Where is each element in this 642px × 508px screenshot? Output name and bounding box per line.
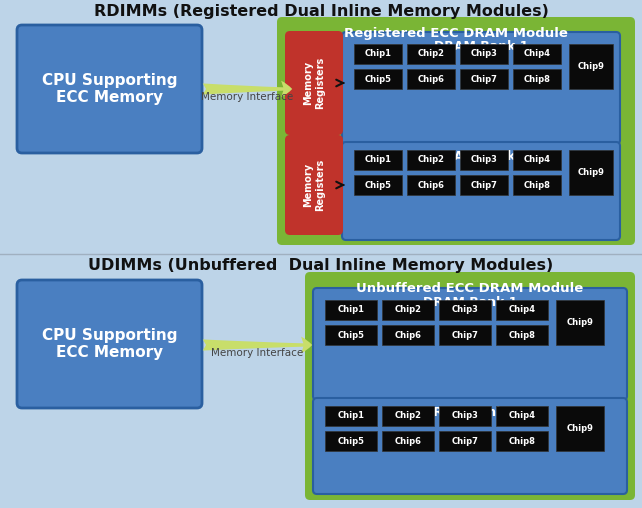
Bar bbox=[439, 431, 491, 451]
Text: Chip7: Chip7 bbox=[471, 75, 498, 83]
Text: UDIMMs (Unbuffered  Dual Inline Memory Modules): UDIMMs (Unbuffered Dual Inline Memory Mo… bbox=[89, 258, 553, 273]
Text: Chip6: Chip6 bbox=[417, 75, 444, 83]
Text: Chip1: Chip1 bbox=[338, 411, 365, 421]
Bar bbox=[407, 69, 455, 89]
Text: Chip5: Chip5 bbox=[365, 75, 392, 83]
Text: Chip9: Chip9 bbox=[566, 424, 593, 433]
Bar bbox=[496, 325, 548, 345]
Text: Memory Interface: Memory Interface bbox=[211, 348, 303, 358]
Text: Memory
Registers: Memory Registers bbox=[303, 57, 325, 109]
Text: Chip1: Chip1 bbox=[338, 305, 365, 314]
Text: Chip3: Chip3 bbox=[451, 411, 478, 421]
Bar bbox=[569, 150, 613, 195]
Text: Chip9: Chip9 bbox=[566, 318, 593, 327]
Bar bbox=[382, 406, 434, 426]
Text: Chip7: Chip7 bbox=[451, 436, 478, 446]
Text: Chip6: Chip6 bbox=[417, 180, 444, 189]
Bar bbox=[325, 406, 377, 426]
Bar bbox=[354, 44, 402, 64]
Text: DRAM Bank 1: DRAM Bank 1 bbox=[434, 40, 528, 53]
Text: Chip3: Chip3 bbox=[471, 155, 498, 165]
Text: CPU Supporting
ECC Memory: CPU Supporting ECC Memory bbox=[42, 73, 177, 105]
Text: Chip2: Chip2 bbox=[394, 305, 422, 314]
FancyBboxPatch shape bbox=[342, 142, 620, 240]
Text: DRAM Bank 2: DRAM Bank 2 bbox=[422, 406, 517, 419]
Bar bbox=[496, 300, 548, 320]
Bar bbox=[325, 300, 377, 320]
Bar bbox=[496, 431, 548, 451]
Bar bbox=[325, 431, 377, 451]
Bar bbox=[439, 406, 491, 426]
Bar bbox=[439, 325, 491, 345]
Bar bbox=[513, 150, 561, 170]
Text: Chip2: Chip2 bbox=[417, 155, 444, 165]
Bar bbox=[407, 175, 455, 195]
Bar bbox=[556, 300, 604, 345]
FancyBboxPatch shape bbox=[342, 32, 620, 144]
Bar bbox=[325, 325, 377, 345]
Bar bbox=[354, 150, 402, 170]
Bar bbox=[460, 175, 508, 195]
FancyBboxPatch shape bbox=[285, 31, 343, 135]
Text: RDIMMs (Registered Dual Inline Memory Modules): RDIMMs (Registered Dual Inline Memory Mo… bbox=[94, 4, 548, 19]
Text: Chip2: Chip2 bbox=[417, 49, 444, 58]
FancyBboxPatch shape bbox=[305, 272, 635, 500]
Bar bbox=[407, 44, 455, 64]
Bar bbox=[513, 69, 561, 89]
Bar bbox=[354, 69, 402, 89]
FancyBboxPatch shape bbox=[277, 17, 635, 245]
Text: Chip8: Chip8 bbox=[508, 331, 535, 339]
Text: Chip8: Chip8 bbox=[508, 436, 535, 446]
Text: Chip9: Chip9 bbox=[578, 62, 604, 71]
Text: Memory Interface: Memory Interface bbox=[201, 92, 293, 102]
Bar bbox=[382, 300, 434, 320]
FancyBboxPatch shape bbox=[313, 288, 627, 400]
Text: Chip4: Chip4 bbox=[508, 305, 535, 314]
Text: Chip9: Chip9 bbox=[578, 168, 604, 177]
FancyBboxPatch shape bbox=[285, 135, 343, 235]
Text: Chip1: Chip1 bbox=[365, 49, 392, 58]
Bar bbox=[569, 44, 613, 89]
Bar bbox=[460, 44, 508, 64]
Text: Chip4: Chip4 bbox=[523, 155, 550, 165]
Text: Chip4: Chip4 bbox=[523, 49, 550, 58]
Bar bbox=[354, 175, 402, 195]
Text: Chip3: Chip3 bbox=[451, 305, 478, 314]
Text: Chip5: Chip5 bbox=[365, 180, 392, 189]
Bar bbox=[496, 406, 548, 426]
Text: Chip8: Chip8 bbox=[524, 75, 550, 83]
Text: Chip5: Chip5 bbox=[338, 331, 365, 339]
FancyBboxPatch shape bbox=[17, 25, 202, 153]
Text: Chip1: Chip1 bbox=[365, 155, 392, 165]
Text: Registered ECC DRAM Module: Registered ECC DRAM Module bbox=[344, 27, 568, 40]
Bar bbox=[439, 300, 491, 320]
Text: Chip7: Chip7 bbox=[471, 180, 498, 189]
Bar bbox=[460, 150, 508, 170]
FancyBboxPatch shape bbox=[313, 398, 627, 494]
Text: Chip6: Chip6 bbox=[394, 331, 422, 339]
Bar bbox=[513, 44, 561, 64]
Text: Chip7: Chip7 bbox=[451, 331, 478, 339]
Text: Chip5: Chip5 bbox=[338, 436, 365, 446]
Text: Chip3: Chip3 bbox=[471, 49, 498, 58]
Text: Chip4: Chip4 bbox=[508, 411, 535, 421]
Text: DRAM Bank 1: DRAM Bank 1 bbox=[422, 296, 517, 309]
Bar bbox=[407, 150, 455, 170]
Text: Chip6: Chip6 bbox=[394, 436, 422, 446]
Bar bbox=[382, 431, 434, 451]
Text: Chip2: Chip2 bbox=[394, 411, 422, 421]
Bar bbox=[382, 325, 434, 345]
FancyBboxPatch shape bbox=[17, 280, 202, 408]
Text: Chip8: Chip8 bbox=[524, 180, 550, 189]
Text: DRAM Bank 2: DRAM Bank 2 bbox=[434, 150, 528, 163]
Bar bbox=[513, 175, 561, 195]
Bar bbox=[556, 406, 604, 451]
Bar bbox=[460, 69, 508, 89]
Text: CPU Supporting
ECC Memory: CPU Supporting ECC Memory bbox=[42, 328, 177, 360]
Text: Unbuffered ECC DRAM Module: Unbuffered ECC DRAM Module bbox=[356, 282, 584, 295]
Text: Memory
Registers: Memory Registers bbox=[303, 159, 325, 211]
